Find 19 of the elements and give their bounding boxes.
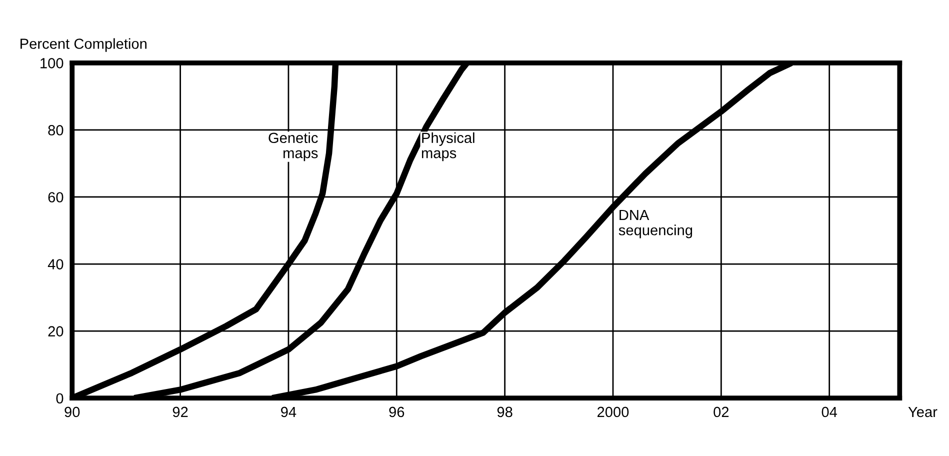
x-tick-label: 90 bbox=[64, 406, 80, 418]
x-tick-label: 96 bbox=[389, 406, 404, 418]
x-tick-label: 92 bbox=[172, 406, 188, 418]
x-tick-label: 04 bbox=[822, 406, 838, 418]
x-tick-label: 02 bbox=[714, 406, 729, 418]
x-tick-label: 98 bbox=[497, 406, 512, 418]
y-tick-label: 0 bbox=[56, 393, 64, 404]
y-tick-label: 100 bbox=[40, 58, 64, 68]
series-label: DNA sequencing bbox=[618, 210, 692, 238]
y-tick-label: 60 bbox=[48, 192, 64, 202]
series-label: Genetic maps bbox=[268, 132, 318, 162]
x-axis-title: Year bbox=[908, 406, 938, 418]
y-tick-label: 20 bbox=[48, 326, 64, 336]
y-tick-label: 80 bbox=[48, 125, 64, 136]
y-tick-label: 40 bbox=[48, 259, 64, 270]
x-tick-label: 94 bbox=[281, 406, 296, 418]
y-axis-title: Percent Completion bbox=[20, 38, 146, 52]
x-tick-label: 2000 bbox=[598, 406, 629, 418]
series-label: Physical maps bbox=[422, 132, 474, 162]
